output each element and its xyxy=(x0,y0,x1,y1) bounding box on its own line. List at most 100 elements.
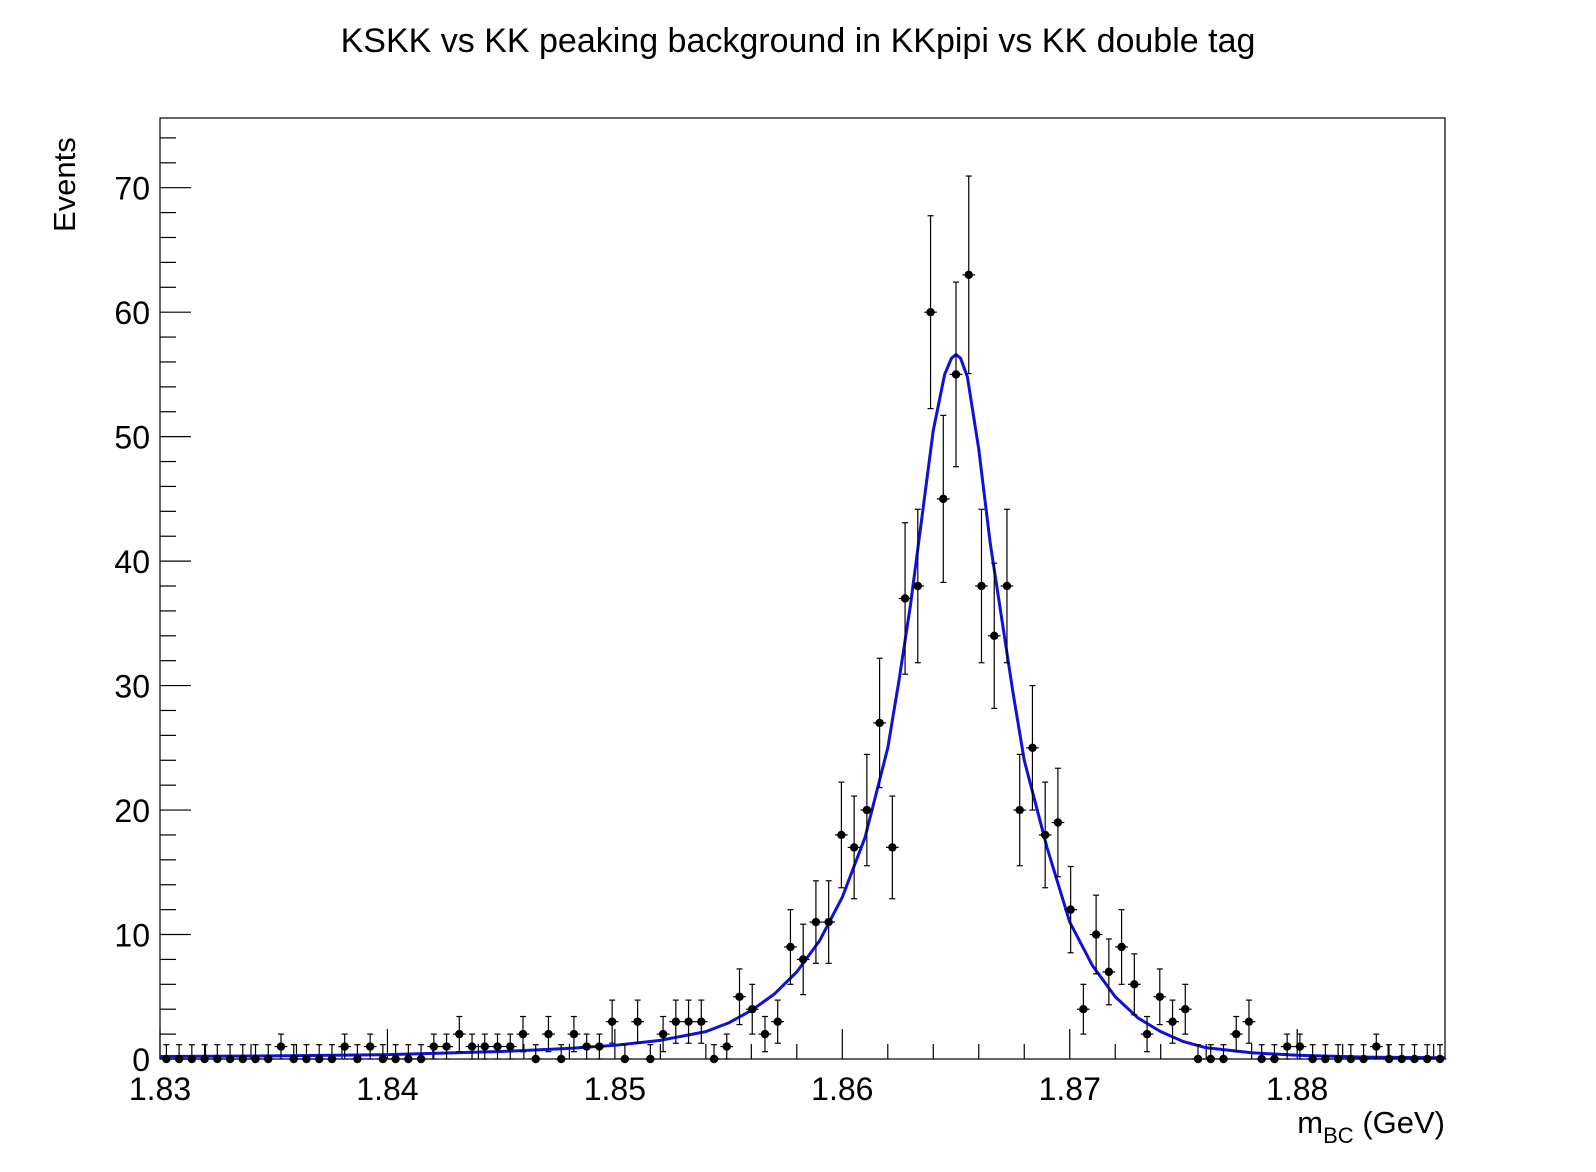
data-point xyxy=(198,1044,211,1064)
data-marker xyxy=(582,1042,591,1051)
data-point xyxy=(516,1015,530,1053)
x-tick-label: 1.88 xyxy=(1266,1071,1328,1107)
data-marker xyxy=(1423,1054,1432,1064)
data-marker xyxy=(684,1017,693,1026)
x-axis-label-unit: (GeV) xyxy=(1362,1105,1445,1140)
data-point xyxy=(1115,909,1128,985)
y-tick-label: 0 xyxy=(132,1042,150,1078)
data-marker xyxy=(187,1054,197,1064)
data-point xyxy=(605,999,619,1044)
data-point xyxy=(338,1033,352,1060)
data-marker xyxy=(1053,818,1063,827)
data-marker xyxy=(162,1054,171,1064)
data-marker xyxy=(1193,1054,1203,1064)
data-point xyxy=(1357,1044,1370,1064)
data-point xyxy=(822,880,836,964)
data-marker xyxy=(658,1029,668,1039)
data-marker xyxy=(1359,1054,1368,1064)
data-point xyxy=(567,1015,581,1053)
data-point xyxy=(1433,1044,1447,1064)
data-marker xyxy=(1270,1054,1279,1064)
data-marker xyxy=(786,942,795,952)
data-point xyxy=(401,1044,415,1064)
data-marker xyxy=(391,1054,400,1064)
data-point xyxy=(962,175,976,375)
data-marker xyxy=(276,1042,286,1051)
data-point xyxy=(389,1044,402,1064)
data-marker xyxy=(1282,1042,1292,1051)
data-marker xyxy=(875,718,884,728)
data-point xyxy=(1382,1044,1396,1064)
data-marker xyxy=(913,581,923,591)
data-point xyxy=(1293,1033,1307,1060)
y-tick-label: 40 xyxy=(114,544,150,580)
data-marker xyxy=(900,594,910,603)
data-point xyxy=(873,657,886,789)
y-tick-label: 10 xyxy=(114,918,150,954)
data-marker xyxy=(1181,1005,1190,1014)
data-marker xyxy=(1372,1042,1381,1051)
data-point xyxy=(1064,865,1078,954)
data-point xyxy=(542,1015,555,1053)
data-marker xyxy=(1219,1054,1228,1064)
data-point xyxy=(733,968,746,1026)
data-point xyxy=(249,1044,262,1064)
data-marker xyxy=(480,1042,489,1051)
data-marker xyxy=(1066,905,1075,914)
x-tick-label: 1.84 xyxy=(356,1071,418,1107)
data-point xyxy=(1153,968,1167,1026)
data-marker xyxy=(773,1017,782,1026)
data-point xyxy=(1026,684,1039,811)
data-marker xyxy=(837,830,846,840)
data-point xyxy=(1420,1044,1434,1064)
data-point xyxy=(745,983,759,1035)
data-point xyxy=(707,1044,721,1064)
axis-ticks xyxy=(159,137,1435,1060)
data-marker xyxy=(735,992,744,1001)
data-point xyxy=(465,1033,479,1060)
data-point xyxy=(1089,894,1103,975)
data-point xyxy=(758,1015,772,1053)
data-point xyxy=(210,1044,224,1064)
data-point xyxy=(936,414,950,583)
data-point xyxy=(172,1044,186,1064)
data-marker xyxy=(1435,1054,1445,1064)
data-marker xyxy=(1079,1005,1088,1014)
data-point xyxy=(376,1044,390,1064)
fit-curve-layer xyxy=(159,352,1446,1060)
chart-title: KSKK vs KK peaking background in KKpipi … xyxy=(341,22,1256,60)
data-marker xyxy=(990,631,999,640)
data-marker xyxy=(442,1042,451,1051)
data-point xyxy=(1051,767,1065,878)
data-marker xyxy=(1168,1017,1177,1026)
data-marker xyxy=(416,1054,426,1064)
data-point xyxy=(618,1044,632,1064)
data-marker xyxy=(1130,980,1139,989)
data-marker xyxy=(671,1017,681,1026)
data-point xyxy=(1306,1044,1320,1064)
data-point xyxy=(1178,983,1192,1035)
data-point xyxy=(440,1033,453,1060)
data-marker xyxy=(1155,992,1164,1001)
data-point xyxy=(885,795,899,900)
y-tick-label: 60 xyxy=(114,295,150,331)
data-point xyxy=(414,1044,428,1064)
data-point xyxy=(694,999,708,1044)
data-point xyxy=(796,923,810,996)
data-marker xyxy=(811,917,821,927)
data-point xyxy=(236,1044,250,1064)
data-marker xyxy=(302,1054,311,1064)
data-marker xyxy=(620,1054,630,1064)
data-point xyxy=(325,1044,339,1064)
x-tick-label: 1.87 xyxy=(1039,1071,1101,1107)
data-marker xyxy=(1333,1054,1343,1064)
data-point xyxy=(771,999,785,1044)
data-point xyxy=(1331,1044,1345,1064)
data-point xyxy=(274,1033,288,1060)
data-marker xyxy=(1257,1054,1266,1064)
data-point xyxy=(1408,1044,1421,1064)
data-point xyxy=(1077,983,1090,1035)
data-point xyxy=(924,215,937,410)
data-marker xyxy=(1117,942,1126,952)
